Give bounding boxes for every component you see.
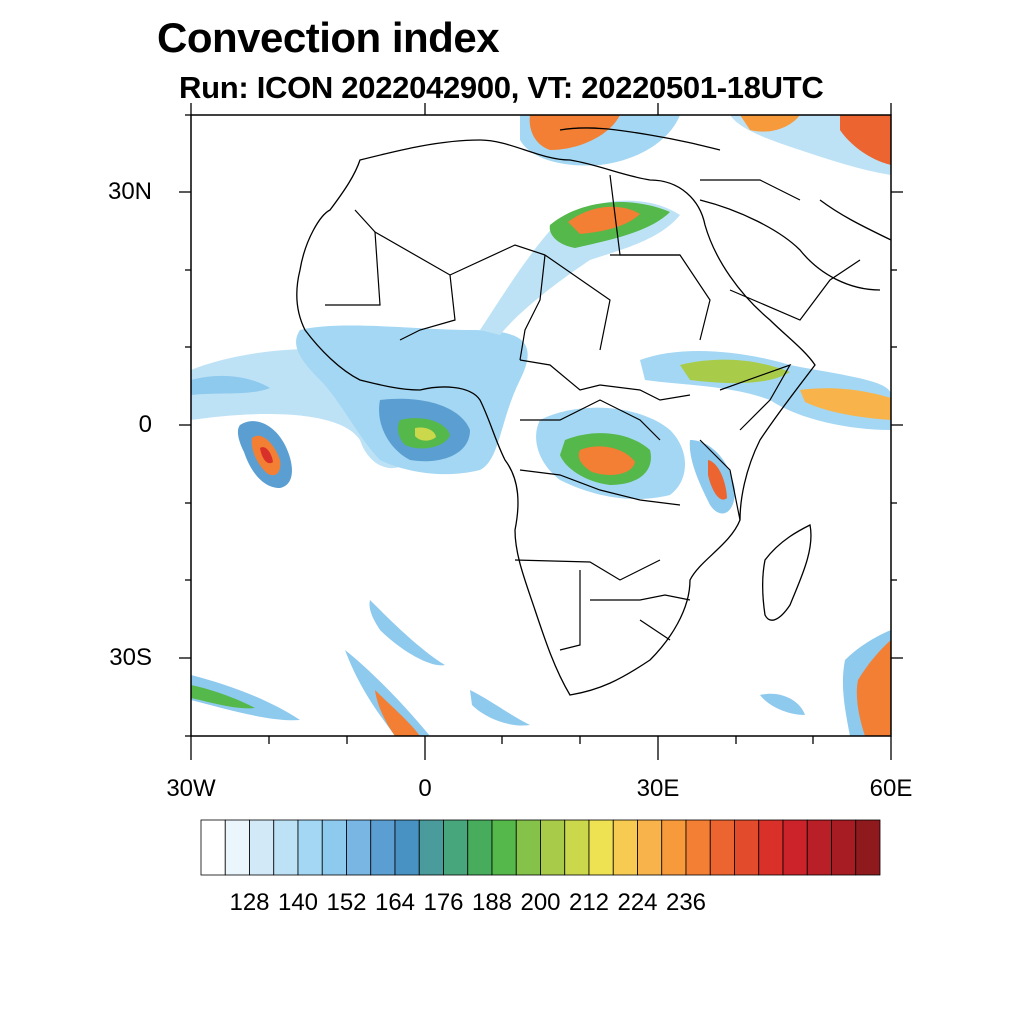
field-turkey-core bbox=[740, 115, 800, 132]
colorbar-swatch bbox=[855, 819, 881, 876]
border-mali bbox=[399, 274, 456, 341]
colorbar-swatch bbox=[394, 819, 420, 876]
colorbar-swatch bbox=[612, 819, 638, 876]
africa-coastline bbox=[296, 139, 816, 696]
field-atlantic-cell-peak bbox=[260, 447, 273, 464]
colorbar-swatch bbox=[685, 819, 711, 876]
border-egypt bbox=[609, 174, 680, 256]
colorbar-swatch bbox=[224, 819, 250, 876]
colorbar-swatch bbox=[637, 819, 663, 876]
colorbar-swatch bbox=[273, 819, 299, 876]
colorbar-swatch bbox=[588, 819, 614, 876]
colorbar-swatch bbox=[758, 819, 784, 876]
colorbar-label: 164 bbox=[374, 889, 416, 916]
lon-tick-30e: 30E bbox=[636, 775, 680, 802]
border-congo-north bbox=[520, 399, 661, 441]
field-south-streak-3 bbox=[470, 690, 530, 726]
border-sudan-south bbox=[599, 384, 691, 401]
colorbar-swatch bbox=[734, 819, 760, 876]
lon-tick-0: 0 bbox=[418, 775, 432, 802]
field-east-africa-core bbox=[708, 460, 727, 500]
colorbar-swatch bbox=[467, 819, 493, 876]
colorbar-label: 176 bbox=[423, 889, 464, 916]
country-borders bbox=[325, 174, 861, 651]
border-south-africa bbox=[639, 619, 671, 641]
coastlines bbox=[296, 127, 891, 696]
chart-title: Convection index bbox=[157, 14, 500, 61]
lat-tick-30n: 30N bbox=[107, 178, 152, 205]
colorbar-swatch bbox=[418, 819, 444, 876]
colorbar-swatch bbox=[831, 819, 857, 876]
colorbar-swatch bbox=[806, 819, 832, 876]
madagascar-coastline bbox=[762, 524, 812, 621]
lon-tick-30w: 30W bbox=[166, 775, 216, 802]
border-drc-south bbox=[519, 469, 681, 506]
border-niger bbox=[519, 254, 546, 361]
border-arabia bbox=[729, 259, 861, 321]
border-ethiopia-somalia bbox=[719, 363, 792, 431]
lat-tick-30s: 30S bbox=[109, 644, 152, 671]
field-south-streak-4 bbox=[760, 693, 805, 715]
field-indian-ocean-core bbox=[800, 388, 891, 420]
field-congo-core bbox=[578, 446, 635, 475]
border-botswana-zimbabwe bbox=[590, 594, 691, 601]
colorbar-label: 224 bbox=[617, 889, 658, 916]
mediterranean-coast bbox=[559, 127, 721, 151]
colorbar-label: 200 bbox=[520, 889, 561, 916]
colorbar-swatch bbox=[200, 819, 226, 876]
field-libya-core bbox=[568, 206, 640, 234]
field-guinea-peak bbox=[415, 427, 436, 441]
colorbar-swatch bbox=[782, 819, 808, 876]
border-chad-car bbox=[519, 359, 601, 391]
colorbar-swatch bbox=[491, 819, 517, 876]
gulf-coast bbox=[819, 199, 891, 241]
field-south-atlantic-core bbox=[191, 685, 255, 709]
colorbar-label: 128 bbox=[229, 889, 270, 916]
border-algeria bbox=[374, 231, 546, 276]
colorbar-swatch bbox=[346, 819, 372, 876]
colorbar-label: 212 bbox=[568, 889, 610, 916]
border-middle-east bbox=[700, 179, 801, 201]
colorbar-swatch bbox=[321, 819, 347, 876]
chart-subtitle: Run: ICON 2022042900, VT: 20220501-18UTC bbox=[179, 70, 824, 105]
colorbar-swatch bbox=[661, 819, 687, 876]
border-kenya-tanzania bbox=[699, 439, 741, 521]
colorbar-label: 152 bbox=[326, 889, 367, 916]
field-south-streak-core bbox=[375, 690, 420, 736]
colorbar-label: 140 bbox=[277, 889, 319, 916]
colorbar bbox=[200, 819, 881, 876]
colorbar-swatch bbox=[297, 819, 323, 876]
axis-ticks bbox=[179, 103, 903, 760]
field-south-atlantic-band bbox=[191, 675, 300, 721]
lat-tick-0: 0 bbox=[138, 411, 152, 438]
colorbar-swatch bbox=[249, 819, 275, 876]
border-mauritania bbox=[325, 209, 381, 306]
lon-tick-60e: 60E bbox=[869, 775, 913, 802]
colorbar-swatch bbox=[443, 819, 469, 876]
colorbar-label: 236 bbox=[665, 889, 707, 916]
colorbar-swatch bbox=[370, 819, 396, 876]
field-horn-mid bbox=[680, 359, 790, 384]
colorbar-label: 188 bbox=[471, 889, 513, 916]
field-south-indian-core bbox=[856, 640, 891, 736]
colorbar-swatch bbox=[564, 819, 590, 876]
field-sahara-streak bbox=[480, 200, 680, 335]
field-caucasus-core bbox=[840, 115, 891, 165]
border-libya-chad bbox=[544, 254, 611, 351]
arabia-coast bbox=[699, 199, 881, 291]
border-namibia-botswana bbox=[559, 570, 581, 651]
field-south-streak-2 bbox=[345, 650, 430, 736]
border-egypt-sudan bbox=[610, 254, 711, 341]
convection-field bbox=[191, 115, 891, 736]
colorbar-swatch bbox=[709, 819, 735, 876]
field-atlantic-core bbox=[191, 375, 270, 395]
colorbar-swatch bbox=[515, 819, 541, 876]
border-angola-namibia bbox=[514, 559, 661, 581]
field-balkans-core bbox=[529, 115, 620, 150]
field-south-streak-1 bbox=[369, 600, 445, 666]
colorbar-swatch bbox=[540, 819, 566, 876]
